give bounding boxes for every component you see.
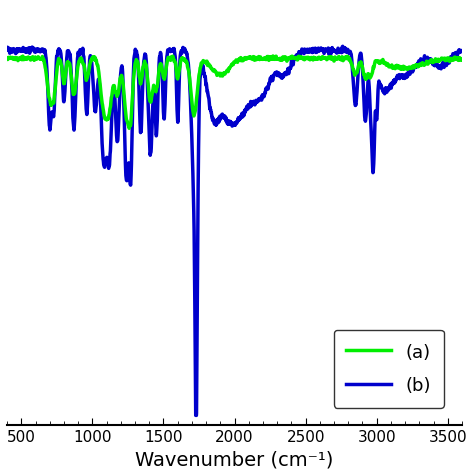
Line: (b): (b) <box>7 46 462 415</box>
(b) <box>423 57 428 63</box>
(a) <box>126 126 132 131</box>
(a) <box>423 61 428 66</box>
(a) <box>4 55 10 61</box>
(a) <box>446 56 451 62</box>
Legend: (a), (b): (a), (b) <box>334 329 444 408</box>
X-axis label: Wavenumber (cm⁻¹): Wavenumber (cm⁻¹) <box>136 451 334 470</box>
(b) <box>4 46 10 52</box>
(a) <box>199 60 205 66</box>
(b) <box>335 48 340 54</box>
(b) <box>195 163 201 169</box>
(b) <box>193 412 199 418</box>
Line: (a): (a) <box>7 56 462 128</box>
(b) <box>199 63 205 69</box>
(a) <box>195 79 201 85</box>
(b) <box>340 44 346 49</box>
(a) <box>270 53 276 59</box>
(a) <box>335 55 341 61</box>
(a) <box>459 57 465 63</box>
(b) <box>459 48 465 54</box>
(b) <box>446 58 451 64</box>
(b) <box>220 115 226 120</box>
(a) <box>220 71 226 76</box>
